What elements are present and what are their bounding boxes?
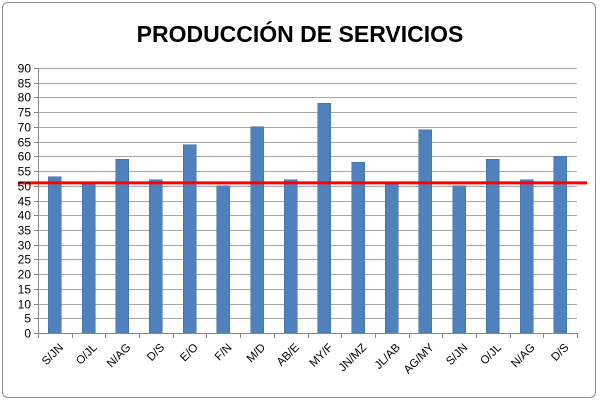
y-tick-label: 90 bbox=[18, 62, 32, 76]
x-tick-label: N/AG bbox=[105, 342, 133, 370]
x-tick-label: N/AG bbox=[509, 342, 537, 370]
y-tick-label: 30 bbox=[18, 239, 32, 253]
y-tick-label: 20 bbox=[18, 268, 32, 282]
x-tick-label: M/D bbox=[245, 342, 268, 365]
y-tick-label: 80 bbox=[18, 91, 32, 105]
bar bbox=[486, 159, 500, 334]
x-tick-label: F/N bbox=[213, 342, 235, 364]
x-tick-label: O/JL bbox=[478, 341, 504, 367]
x-tick-label: S/JN bbox=[444, 342, 470, 368]
y-tick-label: 40 bbox=[18, 209, 32, 223]
y-tick-label: 75 bbox=[18, 106, 32, 120]
x-tick-label: O/JL bbox=[74, 341, 100, 367]
bar bbox=[317, 103, 332, 334]
bar bbox=[81, 182, 96, 334]
bar bbox=[452, 185, 466, 334]
x-tick-label: JL/AB bbox=[373, 342, 403, 372]
bar bbox=[519, 179, 534, 334]
x-tick-label: AB/E bbox=[275, 342, 302, 369]
bar bbox=[250, 126, 264, 334]
bar bbox=[182, 144, 197, 334]
bars-layer bbox=[48, 103, 567, 334]
bar bbox=[384, 182, 399, 334]
bar bbox=[149, 179, 163, 334]
x-tick-label: D/S bbox=[145, 341, 167, 363]
y-tick-label: 55 bbox=[18, 165, 32, 179]
y-tick-label: 65 bbox=[18, 136, 32, 150]
x-tick-label: S/JN bbox=[40, 342, 66, 368]
y-tick-label: 5 bbox=[24, 312, 31, 326]
y-tick-label: 35 bbox=[18, 224, 32, 238]
y-tick-label: 70 bbox=[18, 121, 32, 135]
bar bbox=[115, 159, 129, 334]
y-tick-label: 0 bbox=[24, 327, 31, 341]
y-tick-label: 50 bbox=[18, 180, 32, 194]
y-tick-label: 10 bbox=[18, 298, 32, 312]
y-tick-label: 15 bbox=[18, 283, 32, 297]
y-tick-label: 85 bbox=[18, 77, 32, 91]
x-tick-labels: S/JN O/JL N/AG D/S E/O F/N M/D AB/E MY/F JN/MZ JL/… bbox=[40, 341, 572, 376]
x-tick-label: AG/MY bbox=[402, 341, 437, 376]
chart-title: PRODUCCIÓN DE SERVICIOS bbox=[137, 20, 464, 47]
x-tick-label: MY/F bbox=[308, 342, 336, 370]
x-tick-label: JN/MZ bbox=[337, 342, 369, 374]
y-tick-label: 60 bbox=[18, 150, 32, 164]
x-tick-label: E/O bbox=[178, 342, 201, 365]
bar bbox=[283, 179, 298, 334]
x-tick-label: D/S bbox=[549, 341, 571, 363]
bar bbox=[216, 185, 231, 334]
y-tick-label: 45 bbox=[18, 195, 32, 209]
bar bbox=[418, 129, 433, 334]
bar bbox=[48, 176, 62, 334]
axis-layer bbox=[34, 68, 578, 338]
y-tick-label: 25 bbox=[18, 253, 32, 267]
bar bbox=[351, 161, 365, 334]
